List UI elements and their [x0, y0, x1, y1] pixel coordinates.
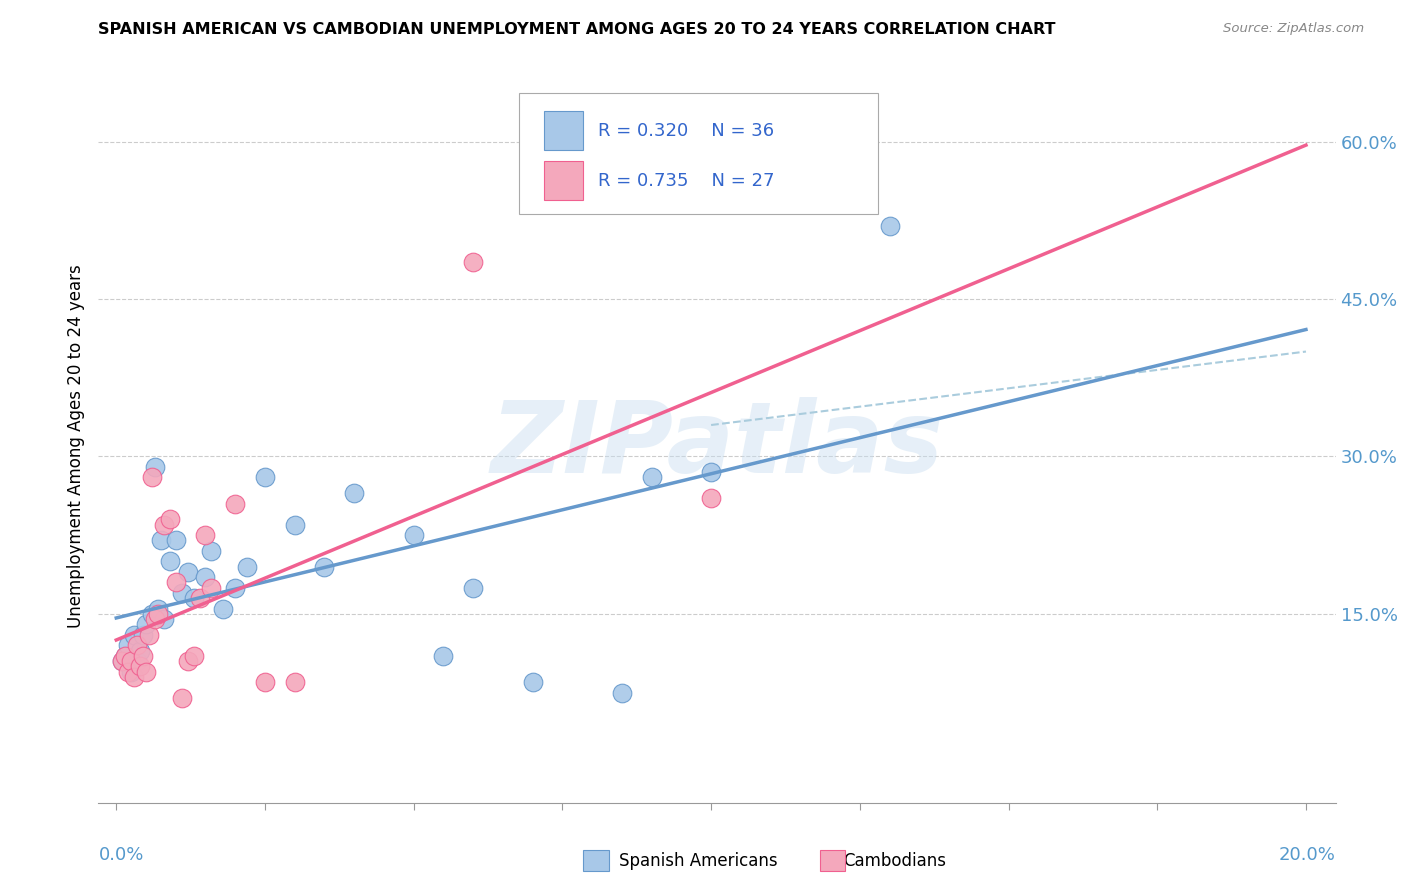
Point	[224, 581, 246, 595]
Point	[114, 648, 136, 663]
Point	[165, 533, 187, 548]
Point	[236, 559, 259, 574]
Point	[127, 654, 149, 668]
Text: Spanish Americans: Spanish Americans	[619, 852, 778, 870]
Point	[143, 460, 166, 475]
Point	[149, 533, 172, 548]
Point	[120, 654, 142, 668]
Y-axis label: Unemployment Among Ages 20 to 24 years: Unemployment Among Ages 20 to 24 years	[66, 264, 84, 628]
Point	[343, 486, 366, 500]
Point	[129, 643, 152, 657]
Point	[135, 665, 157, 679]
Point	[146, 601, 169, 615]
Point	[253, 470, 276, 484]
Point	[170, 690, 193, 705]
Point	[212, 601, 235, 615]
Point	[194, 528, 217, 542]
Point	[194, 570, 217, 584]
Point	[143, 612, 166, 626]
Point	[463, 581, 485, 595]
Text: R = 0.320    N = 36: R = 0.320 N = 36	[599, 121, 775, 139]
Point	[138, 628, 160, 642]
Point	[153, 612, 176, 626]
Point	[224, 497, 246, 511]
Point	[159, 554, 181, 568]
Point	[402, 528, 425, 542]
Point	[117, 665, 139, 679]
Text: Cambodians: Cambodians	[844, 852, 946, 870]
FancyBboxPatch shape	[544, 161, 583, 200]
Text: 0.0%: 0.0%	[98, 846, 143, 863]
Point	[135, 617, 157, 632]
Point	[111, 654, 134, 668]
Point	[200, 581, 222, 595]
Point	[640, 470, 662, 484]
Point	[111, 654, 134, 668]
Point	[463, 255, 485, 269]
Point	[284, 517, 307, 532]
Point	[183, 648, 205, 663]
Point	[153, 517, 176, 532]
Text: ZIPatlas: ZIPatlas	[491, 398, 943, 494]
Point	[700, 465, 723, 479]
Point	[700, 491, 723, 506]
Point	[253, 675, 276, 690]
Point	[122, 628, 145, 642]
Point	[170, 586, 193, 600]
Text: R = 0.735    N = 27: R = 0.735 N = 27	[599, 171, 775, 189]
Point	[127, 639, 149, 653]
Point	[432, 648, 454, 663]
Point	[129, 659, 152, 673]
Point	[314, 559, 336, 574]
Point	[132, 648, 155, 663]
Point	[120, 665, 142, 679]
Point	[284, 675, 307, 690]
Point	[522, 675, 544, 690]
Point	[176, 654, 198, 668]
Point	[188, 591, 211, 606]
Text: Source: ZipAtlas.com: Source: ZipAtlas.com	[1223, 22, 1364, 36]
Point	[200, 544, 222, 558]
Text: 20.0%: 20.0%	[1279, 846, 1336, 863]
Point	[879, 219, 901, 233]
Point	[141, 470, 163, 484]
Point	[183, 591, 205, 606]
Point	[610, 685, 633, 699]
FancyBboxPatch shape	[519, 93, 877, 214]
Text: SPANISH AMERICAN VS CAMBODIAN UNEMPLOYMENT AMONG AGES 20 TO 24 YEARS CORRELATION: SPANISH AMERICAN VS CAMBODIAN UNEMPLOYME…	[98, 22, 1056, 37]
Point	[165, 575, 187, 590]
Point	[146, 607, 169, 621]
Point	[114, 648, 136, 663]
Point	[176, 565, 198, 579]
FancyBboxPatch shape	[544, 111, 583, 150]
Point	[132, 628, 155, 642]
Point	[141, 607, 163, 621]
Point	[117, 639, 139, 653]
Point	[159, 512, 181, 526]
Point	[122, 670, 145, 684]
